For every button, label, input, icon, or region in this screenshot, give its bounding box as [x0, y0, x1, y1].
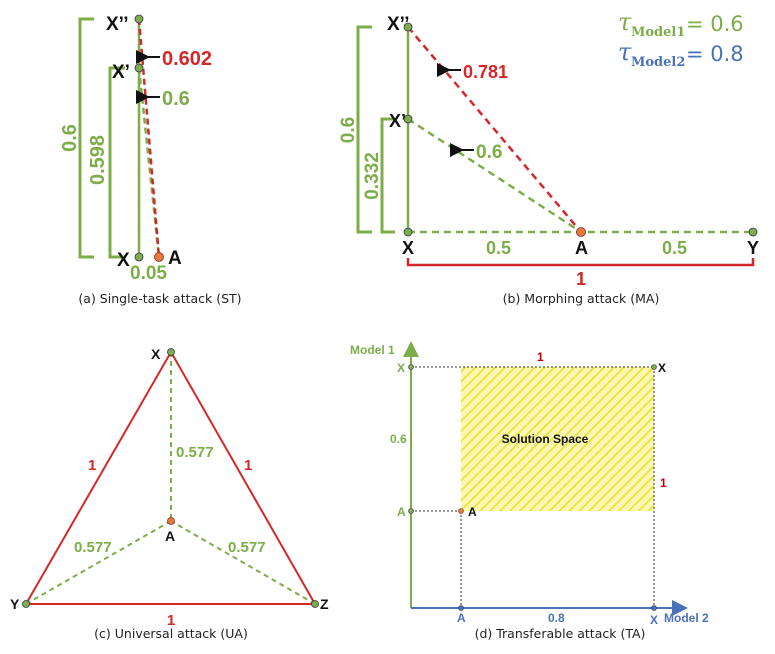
panel-b-morphing: 0.6 0.332 X’’ X’ X A Y 0.781 0.6 0.5 0.5… [338, 14, 759, 306]
side-bottom-label: 1 [167, 612, 175, 629]
dist-right-label: 0.577 [228, 539, 266, 556]
dist-xpp-a [137, 18, 161, 258]
label-a: A [168, 248, 182, 269]
point-a-label: A [468, 505, 477, 519]
label-a: A [165, 528, 175, 544]
point-xpp [134, 14, 144, 24]
bracket-outer-label: 0.6 [338, 117, 359, 143]
label-z: Z [320, 596, 329, 612]
bracket-inner [108, 66, 125, 259]
dist-a-y [25, 520, 172, 605]
side-right-label: 1 [244, 457, 252, 474]
point-a [458, 508, 464, 514]
point-a [167, 517, 175, 525]
label-xp: X’ [112, 62, 130, 83]
label-y: Y [10, 596, 20, 612]
tau-model2-subscript: Model2 [631, 55, 685, 70]
point-x-label: X [658, 361, 666, 375]
tick-point-y-a [408, 508, 414, 514]
side-right [170, 351, 316, 605]
dist-green-label: 0.6 [476, 142, 502, 163]
caption-a: (a) Single-task attack (ST) [78, 291, 241, 306]
point-z [311, 600, 319, 608]
x-tick-a: A [457, 611, 466, 625]
caption-d: (d) Transferable attack (TA) [475, 626, 646, 641]
base-label: 0.05 [130, 263, 167, 284]
label-xpp: X’’ [387, 14, 410, 35]
tau-model1-value: = 0.6 [686, 12, 744, 36]
point-a [576, 227, 586, 237]
tick-point-x-x [651, 605, 657, 611]
dist-red-label: 0.602 [162, 48, 212, 70]
dist-top-label: 0.577 [176, 444, 214, 461]
y-tick-x: X [397, 361, 405, 375]
seg-left-label: 0.5 [486, 238, 511, 258]
point-x [134, 252, 144, 262]
side-left-label: 1 [88, 457, 96, 474]
total-bracket [406, 258, 755, 267]
point-x [651, 364, 657, 370]
dist-red-label: 0.781 [463, 62, 508, 82]
top-len-label: 1 [537, 350, 544, 364]
tick-point-x-a [458, 605, 464, 611]
bracket-outer [78, 17, 94, 259]
bracket-outer-label: 0.6 [59, 124, 81, 152]
solution-space-region [461, 367, 654, 511]
label-xp: X’ [389, 111, 406, 131]
bracket-inner-label: 0.598 [87, 135, 109, 185]
seg-right-label: 0.5 [662, 238, 687, 258]
dist-a-z [170, 520, 316, 605]
point-y [748, 227, 758, 237]
point-xpp [403, 22, 413, 32]
tau-model1-subscript: Model1 [631, 25, 685, 40]
label-y: Y [747, 238, 759, 258]
bracket-inner-label: 0.332 [362, 152, 383, 200]
tau-model2-symbol: τ [618, 38, 632, 66]
x-axis-label: Model 2 [664, 611, 709, 625]
total-label: 1 [576, 269, 586, 289]
bracket-outer [356, 25, 372, 234]
solution-space-label: Solution Space [502, 432, 589, 446]
dist-xpp-a [407, 26, 582, 233]
point-y [22, 600, 30, 608]
caption-c: (c) Universal attack (UA) [94, 626, 248, 641]
dist-left-label: 0.577 [74, 539, 112, 556]
tick-point-y-x [408, 364, 414, 370]
point-x [167, 348, 175, 356]
dist-x-label: 0.8 [548, 611, 565, 625]
dist-green-label: 0.6 [162, 88, 190, 110]
point-xp [403, 114, 413, 124]
point-a [154, 252, 164, 262]
dist-y-label: 0.6 [390, 432, 407, 446]
x-tick-x: X [650, 613, 658, 627]
y-tick-a: A [397, 505, 406, 519]
label-x: X [151, 346, 161, 362]
label-xpp: X’’ [106, 14, 129, 35]
panel-a-single-task: 0.6 0.598 X’’ X’ X A 0.602 0.6 0.05 (a) … [59, 14, 242, 306]
dist-xp-a [407, 117, 582, 234]
caption-b: (b) Morphing attack (MA) [503, 291, 660, 306]
tau-model1-symbol: τ [618, 8, 632, 36]
label-x: X [402, 238, 414, 258]
panel-c-universal: X Y Z A 1 1 1 0.577 0.577 0.577 (c) Univ… [10, 346, 329, 641]
panel-d-transferable: Solution Space Model 1 Model 2 X A A X X… [350, 341, 709, 641]
label-a: A [575, 238, 588, 258]
right-len-label: 1 [660, 476, 667, 490]
side-left [25, 351, 172, 605]
legend: τ Model1 = 0.6 τ Model2 = 0.8 [618, 8, 744, 70]
label-x: X [117, 250, 130, 271]
point-xp [134, 63, 144, 73]
bracket-inner [380, 117, 395, 234]
tau-model2-value: = 0.8 [686, 42, 744, 66]
point-x [403, 227, 413, 237]
y-axis-label: Model 1 [350, 343, 395, 357]
